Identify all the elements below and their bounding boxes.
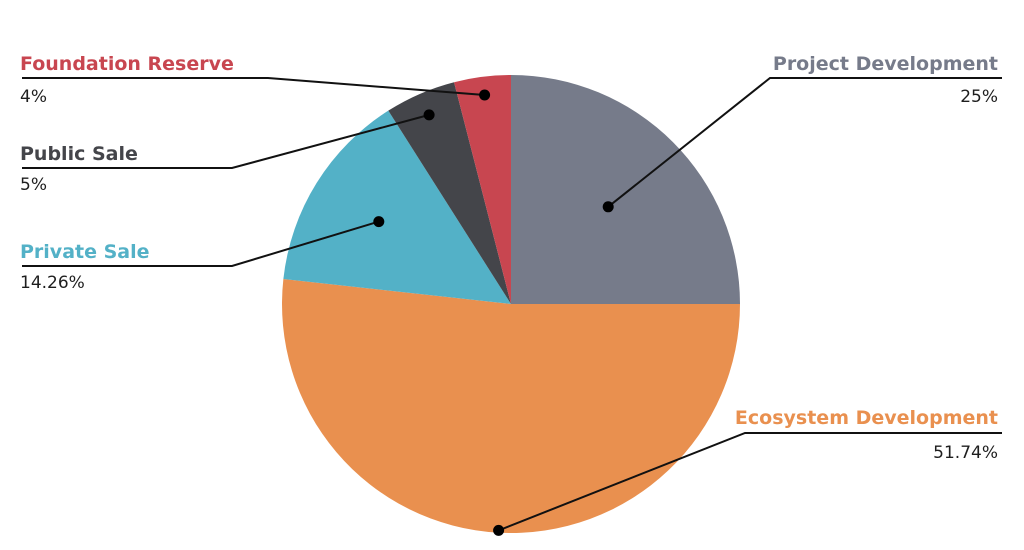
slice-value-foundation-reserve: 4% (20, 87, 47, 107)
slice-label-private-sale: Private Sale (20, 241, 150, 263)
slice-label-foundation-reserve: Foundation Reserve (20, 53, 234, 75)
leader-dot-project-development (602, 201, 614, 213)
pie-slice-private-sale (283, 110, 511, 305)
pie-slice-public-sale (388, 82, 511, 304)
leader-line-private-sale (22, 220, 380, 267)
leader-line-public-sale (22, 113, 430, 169)
pie-slice-project-development (511, 75, 740, 304)
leader-dot-public-sale (423, 109, 435, 121)
leader-line-project-development (607, 77, 1002, 208)
slice-value-private-sale: 14.26% (20, 273, 85, 293)
leader-line-ecosystem-development (498, 432, 1002, 532)
slice-value-public-sale: 5% (20, 175, 47, 195)
leader-dot-foundation-reserve (479, 89, 491, 101)
slice-label-project-development: Project Development (773, 53, 998, 75)
slice-label-public-sale: Public Sale (20, 143, 138, 165)
slice-value-project-development: 25% (960, 87, 998, 107)
pie-slice-ecosystem-development (281, 279, 740, 534)
leader-dot-private-sale (373, 216, 385, 228)
leader-dot-ecosystem-development (493, 524, 505, 536)
leader-line-foundation-reserve (22, 77, 485, 96)
pie-slice-foundation-reserve (454, 75, 511, 304)
slice-value-ecosystem-development: 51.74% (933, 443, 998, 463)
slice-label-ecosystem-development: Ecosystem Development (735, 407, 998, 429)
